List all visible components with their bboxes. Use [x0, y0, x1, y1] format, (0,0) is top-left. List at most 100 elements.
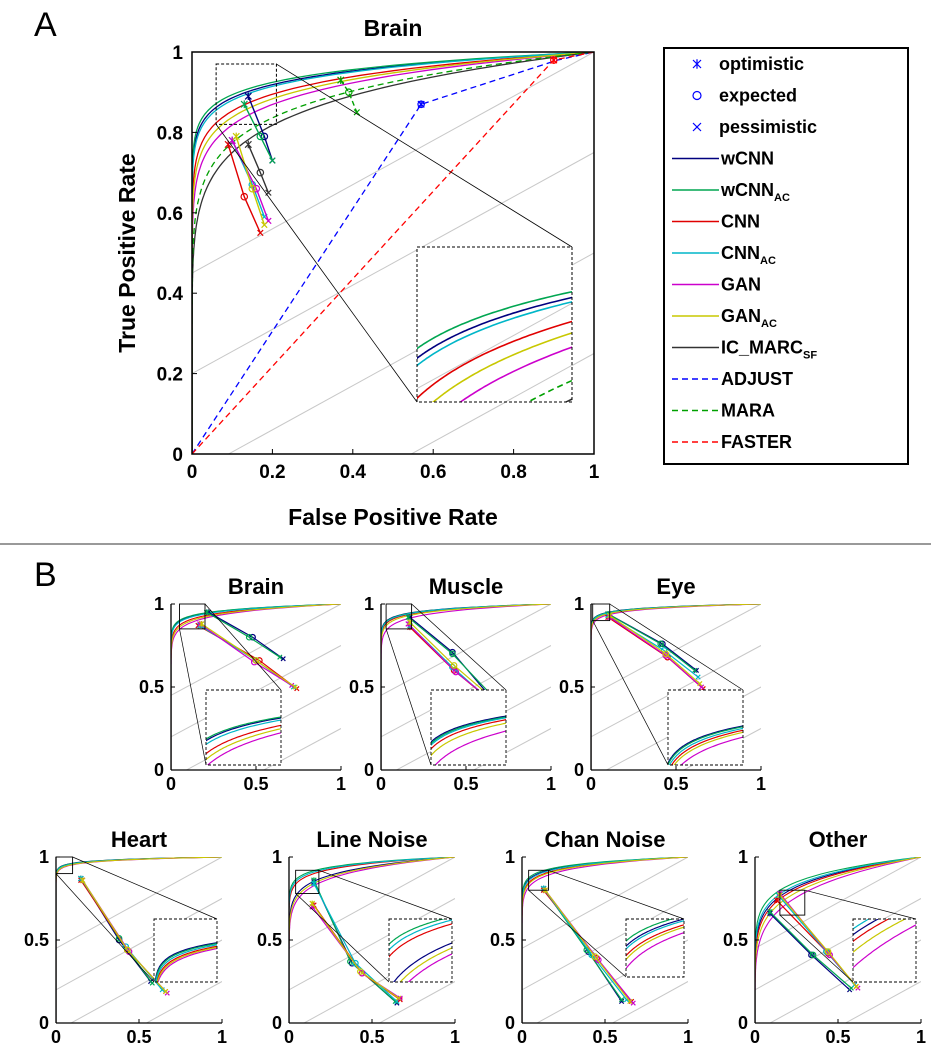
marker-line-wCNNAC — [313, 879, 396, 1002]
subchart-B-other: 0 0.5 1 0 0.5 1 Other — [723, 827, 926, 1047]
x-tick-label: 1 — [916, 1027, 926, 1047]
marker-expected-IC_MARCSF — [256, 168, 265, 177]
x-tick-label: 0 — [187, 462, 198, 483]
marker-expected-wCNNAC — [245, 633, 253, 641]
marker-expected-GAN — [826, 951, 834, 959]
marker-expected-CNN — [240, 192, 249, 201]
marker-pessimistic-wCNNAC — [269, 157, 276, 164]
marker-line-wCNN — [247, 95, 274, 161]
subchart-B-brain: 0 0.5 1 0 0.5 1 Brain — [139, 574, 346, 794]
inset-curve-wCNNAC — [154, 942, 217, 982]
marker-expected-GANAC — [357, 968, 364, 975]
inset-curve-GAN — [626, 932, 684, 970]
iso-line-0 — [171, 604, 341, 696]
inset-curve-CNN — [431, 719, 506, 750]
zoom-connector — [548, 869, 685, 920]
legend-label-ADJUST: ADJUST — [721, 369, 793, 389]
marker-expected-GANAC — [824, 948, 832, 955]
axes-frame — [191, 51, 595, 455]
marker-pessimistic-GANAC — [853, 983, 859, 990]
legend-label-main: wCNN — [720, 180, 774, 200]
zoom-connector — [72, 856, 218, 920]
zoom-box — [779, 889, 806, 916]
legend-marker-pessimistic-icon — [692, 122, 702, 132]
marker-expected-wCNNAC — [256, 132, 265, 141]
zoom-box — [592, 603, 611, 622]
inset-curve-GANAC — [431, 722, 506, 757]
inset-frame — [625, 918, 685, 978]
marker-optimistic-CNNAC — [311, 880, 317, 887]
marker-pessimistic-wCNN — [280, 656, 286, 662]
marker-expected-CNNAC — [122, 943, 130, 950]
inset-curve-CNN — [853, 919, 890, 943]
marker-line-CNNAC — [313, 883, 398, 1002]
zoom-box — [295, 869, 320, 894]
marker-line-GANAC — [779, 894, 857, 987]
inset-curve-wCNN — [668, 725, 743, 765]
inset-curve-wCNNAC — [626, 919, 675, 942]
legend-label-pessimistic: pessimistic — [719, 117, 817, 137]
zoom-connector — [295, 893, 390, 983]
marker-line-CNNAC — [80, 878, 163, 991]
marker-expected-GAN — [358, 969, 366, 977]
subchart-title: Heart — [111, 827, 168, 852]
subchart-B-eye: 0 0.5 1 0 0.5 1 Eye — [559, 574, 766, 794]
x-tick-label: 0.5 — [243, 774, 268, 794]
marker-optimistic-wCNN — [244, 92, 252, 101]
iso-line-0 — [56, 857, 222, 949]
zoom-box — [528, 869, 550, 891]
y-tick-label: 0.5 — [490, 930, 515, 950]
subchart-title: Chan Noise — [544, 827, 665, 852]
inset-curve-CNN — [156, 945, 217, 982]
legend-frame — [663, 47, 909, 465]
inset-curve-GAN — [407, 953, 452, 982]
iso-line-4 — [592, 453, 594, 454]
marker-expected-wCNN — [260, 132, 269, 141]
marker-pessimistic-wCNN — [693, 667, 700, 674]
subchart-title: Other — [809, 827, 868, 852]
iso-line-0 — [522, 857, 688, 949]
legend-label-main: ADJUST — [721, 369, 793, 389]
y-tick-label: 0 — [272, 1013, 282, 1033]
zoom-connector — [592, 620, 669, 766]
legend-label-main: CNN — [721, 243, 760, 263]
marker-expected-wCNNAC — [657, 640, 665, 648]
x-tick-label: 0 — [750, 1027, 760, 1047]
legend-label-main: IC_MARC — [721, 338, 803, 358]
subchart-title: Line Noise — [316, 827, 427, 852]
x-tick-label: 1 — [756, 774, 766, 794]
legend-label-sub: SF — [803, 350, 817, 362]
legend-label-sub: AC — [761, 318, 777, 330]
inset-curve-wCNN — [206, 717, 281, 742]
inset-curve-CNNAC — [206, 719, 281, 746]
x-tick-label: 0.4 — [340, 462, 367, 483]
marker-line-wCNNAC — [769, 911, 852, 989]
legend-label-MARA: MARA — [721, 401, 775, 421]
inset-curve-CNNAC — [417, 301, 572, 367]
marker-pessimistic-IC_MARCSF — [265, 189, 272, 196]
x-tick-label: 1 — [546, 774, 556, 794]
zoom-connector — [215, 124, 418, 403]
marker-optimistic-GANAC — [79, 877, 86, 884]
inset-curve-GAN — [206, 732, 281, 765]
marker-line-GANAC — [311, 903, 399, 999]
marker-pessimistic-GAN — [698, 684, 705, 690]
iso-line-0 — [381, 604, 551, 696]
zoom-connector — [276, 63, 573, 248]
zoom-connector — [179, 628, 207, 766]
y-tick-label: 1 — [172, 43, 183, 64]
x-tick-label: 0 — [284, 1027, 294, 1047]
legend-label-sub: AC — [760, 255, 776, 267]
inset-curve-wCNNAC — [431, 716, 506, 745]
legend: optimisticexpectedpessimisticwCNNwCNNACC… — [663, 47, 909, 465]
inset-curve-wCNNAC — [389, 919, 446, 946]
inset-frame — [153, 918, 218, 983]
x-tick-label: 0.5 — [592, 1027, 617, 1047]
legend-label-sub: AC — [774, 192, 790, 204]
y-tick-label: 1 — [39, 847, 49, 867]
marker-line-GANAC — [201, 623, 296, 688]
marker-pessimistic-MARA — [353, 109, 361, 116]
iso-line-1 — [56, 898, 222, 991]
inset-frame — [416, 246, 573, 403]
